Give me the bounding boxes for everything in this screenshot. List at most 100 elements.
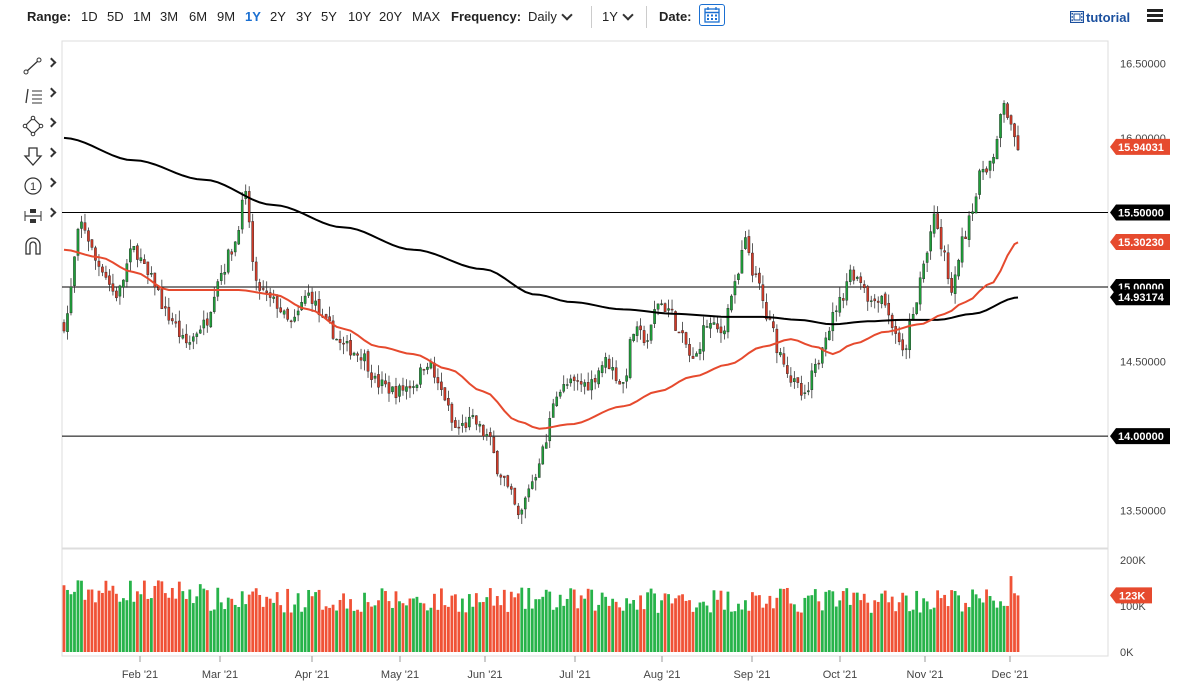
candle-body (503, 475, 506, 478)
candle-body (286, 308, 289, 320)
date-picker-button[interactable] (699, 4, 725, 26)
magnet-tool-button[interactable] (22, 235, 58, 257)
volume-bar (834, 606, 838, 652)
candle-body (164, 306, 167, 309)
volume-bar (785, 587, 789, 652)
range-button-5d[interactable]: 5D (107, 9, 124, 24)
candle-body (83, 222, 87, 231)
candle-body (841, 298, 845, 301)
candle-body (485, 434, 489, 437)
candle-body (468, 416, 471, 428)
range-button-3y[interactable]: 3Y (296, 9, 312, 24)
volume-bar (936, 590, 940, 652)
candle-body (436, 377, 440, 384)
date-tick-label: Feb '21 (122, 669, 158, 681)
volume-bar (352, 610, 356, 652)
volume-bar (806, 595, 810, 652)
candle-body (817, 362, 821, 365)
volume-bar (90, 589, 94, 652)
range-button-3m[interactable]: 3M (160, 9, 179, 24)
candle-body (855, 276, 859, 279)
candle-body (586, 382, 590, 391)
candle-body (101, 266, 104, 273)
candle-body (653, 309, 656, 324)
measure-tool-button[interactable] (22, 205, 58, 227)
candle-body (621, 382, 625, 384)
volume-bar (880, 593, 884, 652)
range-button-2y[interactable]: 2Y (270, 9, 286, 24)
volume-bar (866, 602, 870, 652)
candle-body (946, 252, 950, 280)
candle-body (971, 211, 974, 214)
volume-bar (838, 600, 842, 652)
candle-body (115, 290, 118, 299)
volume-bar (960, 611, 964, 652)
candle-body (492, 436, 496, 454)
candle-body (80, 221, 83, 229)
volume-bar (824, 591, 828, 652)
volume-bar (76, 580, 80, 652)
arrow-tool-button[interactable] (22, 145, 58, 167)
candle-body (212, 296, 216, 312)
volume-bar (621, 610, 625, 652)
volume-bar (911, 609, 915, 652)
candle-body (87, 230, 90, 242)
volume-bar (177, 581, 181, 652)
price-tag: 15.94031 (1110, 138, 1170, 155)
candle-body (925, 252, 929, 263)
volume-bar (108, 590, 111, 652)
range-button-9m[interactable]: 9M (217, 9, 236, 24)
candle-body (562, 384, 566, 392)
line-tool-button[interactable] (22, 55, 58, 77)
candle-body (216, 281, 220, 297)
volume-bar (544, 589, 548, 652)
range-button-10y[interactable]: 10Y (348, 9, 372, 24)
candle-body (565, 384, 569, 386)
candle-body (838, 296, 842, 313)
candle-body (593, 378, 597, 383)
volume-bar (988, 596, 992, 652)
candle-body (992, 157, 995, 164)
candle-body (911, 314, 915, 320)
volume-bar (775, 597, 779, 652)
volume-bar (520, 587, 524, 652)
range-button-1y[interactable]: 1Y (245, 9, 261, 24)
candle-body (296, 310, 300, 316)
range-button-6m[interactable]: 6M (189, 9, 208, 24)
date-tick-label: May '21 (381, 669, 419, 681)
range-button-5y[interactable]: 5Y (321, 9, 337, 24)
period-select[interactable]: 1Y (602, 8, 634, 26)
toolbar-divider (591, 6, 592, 28)
frequency-select[interactable]: Daily (528, 8, 573, 26)
candle-body (827, 330, 831, 341)
volume-bar (813, 589, 817, 652)
range-button-max[interactable]: MAX (412, 9, 441, 24)
date-tick-label: Nov '21 (907, 669, 944, 681)
candle-body (198, 329, 202, 334)
volume-bar (342, 593, 345, 652)
range-button-1d[interactable]: 1D (81, 9, 98, 24)
candle-body (897, 332, 901, 343)
range-button-1m[interactable]: 1M (133, 9, 152, 24)
volume-bar (94, 602, 97, 652)
volume-bar (377, 600, 380, 652)
candle-body (167, 306, 171, 321)
period-value: 1Y (602, 9, 618, 24)
hamburger-menu-icon[interactable] (1147, 9, 1163, 23)
candle-body (398, 385, 401, 397)
tutorial-link[interactable]: tutorial (1069, 10, 1130, 25)
volume-bar (922, 598, 926, 652)
fibonacci-tool-button[interactable] (22, 85, 58, 107)
candle-body (178, 320, 181, 337)
volume-bar (426, 610, 429, 652)
annotation-tool-button[interactable]: 1 (22, 175, 58, 197)
volume-bar (586, 588, 590, 652)
shape-tool-button[interactable] (22, 115, 58, 137)
volume-axis: 200K 100K 0K (1120, 555, 1146, 659)
candle-body (1013, 123, 1016, 138)
range-button-20y[interactable]: 20Y (379, 9, 403, 24)
volume-bar (523, 608, 527, 652)
candle-body (94, 247, 97, 261)
volume-bar (695, 607, 698, 652)
